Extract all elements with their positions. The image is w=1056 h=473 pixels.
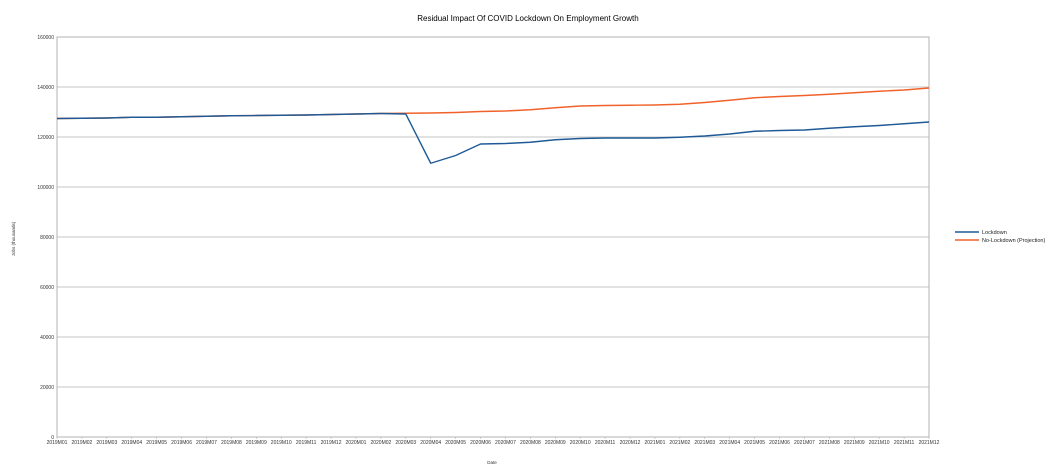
- x-tick-label: 2020M04: [420, 440, 441, 446]
- x-tick-label: 2021M09: [844, 440, 865, 446]
- y-axis-title: Jobs (thousands): [11, 221, 16, 256]
- series-line-lockdown: [56, 112, 930, 164]
- x-tick-label: 2020M05: [445, 440, 466, 446]
- x-tick-label: 2020M09: [545, 440, 566, 446]
- y-tick-label: 0: [51, 435, 54, 441]
- x-axis-ticks: 2019M01 2019M02 2019M03 2019M04 2019M05 2019M…: [47, 437, 940, 446]
- x-tick-label: 2019M05: [146, 440, 167, 446]
- y-tick-label: 160000: [37, 35, 54, 41]
- y-axis-ticks: 0 20000 40000 60000 80000 100000 120000 140000 1…: [37, 35, 54, 441]
- x-tick-label: 2020M07: [495, 440, 516, 446]
- y-tick-label: 120000: [37, 135, 54, 141]
- plot-area-frame: [56, 36, 930, 438]
- x-tick-label: 2020M02: [370, 440, 391, 446]
- x-tick-label: 2020M11: [595, 440, 616, 446]
- y-tick-label: 60000: [40, 285, 54, 291]
- x-tick-label: 2021M10: [869, 440, 890, 446]
- x-tick-label: 2021M05: [744, 440, 765, 446]
- x-axis-title: Date: [487, 460, 497, 465]
- x-tick-label: 2019M02: [71, 440, 92, 446]
- y-tick-label: 20000: [40, 385, 54, 391]
- x-tick-label: 2021M12: [919, 440, 940, 446]
- x-tick-label: 2020M01: [346, 440, 367, 446]
- x-tick-label: 2020M06: [470, 440, 491, 446]
- x-tick-label: 2021M07: [794, 440, 815, 446]
- y-tick-label: 40000: [40, 335, 54, 341]
- x-tick-label: 2020M08: [520, 440, 541, 446]
- x-tick-label: 2019M04: [121, 440, 142, 446]
- x-tick-label: 2021M01: [645, 440, 666, 446]
- x-tick-label: 2020M03: [395, 440, 416, 446]
- x-tick-label: 2021M06: [769, 440, 790, 446]
- x-tick-label: 2019M06: [171, 440, 192, 446]
- series-lines: [56, 87, 930, 164]
- x-tick-label: 2019M07: [196, 440, 217, 446]
- x-tick-label: 2019M08: [221, 440, 242, 446]
- legend: Lockdown No-Lockdown (Projection): [955, 230, 1045, 244]
- x-tick-label: 2019M12: [321, 440, 342, 446]
- x-tick-label: 2021M03: [694, 440, 715, 446]
- chart-title: Residual Impact Of COVID Lockdown On Emp…: [417, 14, 638, 23]
- x-tick-label: 2019M03: [96, 440, 117, 446]
- x-tick-label: 2020M10: [570, 440, 591, 446]
- x-tick-label: 2020M12: [620, 440, 641, 446]
- y-tick-label: 80000: [40, 235, 54, 241]
- x-tick-label: 2021M11: [894, 440, 915, 446]
- legend-label: No-Lockdown (Projection): [982, 238, 1045, 244]
- x-tick-label: 2021M02: [669, 440, 690, 446]
- x-tick-label: 2019M01: [47, 440, 68, 446]
- legend-label: Lockdown: [982, 230, 1007, 236]
- x-tick-label: 2019M10: [271, 440, 292, 446]
- x-tick-label: 2019M11: [296, 440, 317, 446]
- y-tick-label: 140000: [37, 85, 54, 91]
- gridlines: [57, 36, 929, 438]
- x-tick-label: 2019M09: [246, 440, 267, 446]
- y-tick-label: 100000: [37, 185, 54, 191]
- x-tick-label: 2021M04: [719, 440, 740, 446]
- series-line-no-lockdown-projection: [56, 87, 930, 120]
- x-tick-label: 2021M08: [819, 440, 840, 446]
